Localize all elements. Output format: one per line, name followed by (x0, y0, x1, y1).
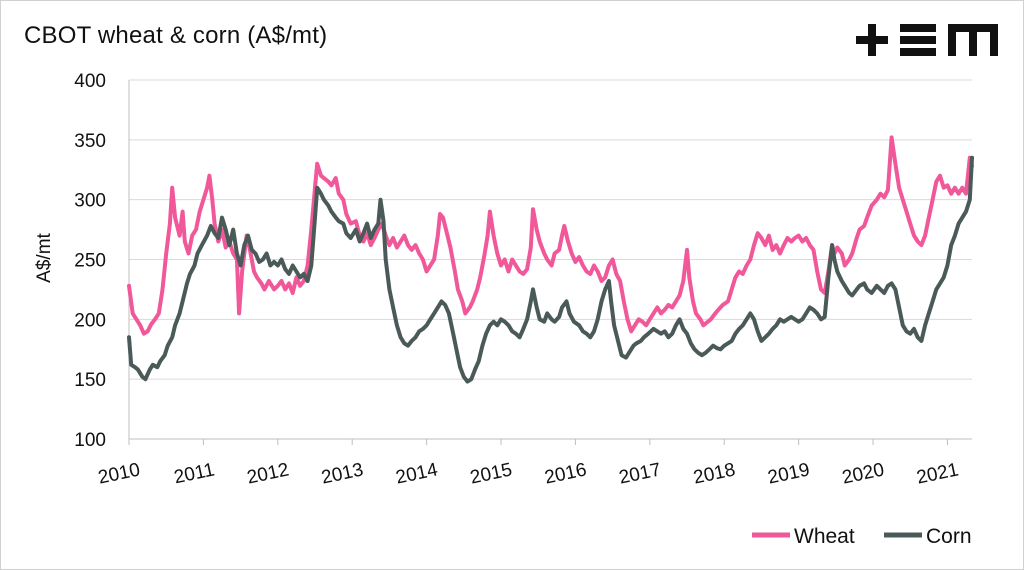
series-layer (127, 135, 974, 384)
series-line-corn (127, 155, 974, 384)
y-tick-labels: 100 150 200 250 300 350 400 (74, 71, 106, 451)
legend: Wheat Corn (752, 525, 972, 548)
x-tick-label: 2011 (172, 459, 216, 488)
y-tick-label: 250 (74, 251, 106, 272)
y-tick-label: 200 (74, 310, 106, 331)
x-tick-label: 2012 (245, 459, 291, 488)
x-tick-label: 2015 (468, 459, 514, 488)
series-line-wheat (127, 135, 974, 336)
y-tick-label: 300 (74, 191, 106, 212)
legend-label-wheat: Wheat (794, 525, 855, 548)
x-tick-label: 2014 (394, 459, 440, 488)
y-axis-label: A$/mt (34, 232, 55, 282)
y-tick-label: 150 (74, 370, 106, 391)
tem-logo (856, 24, 998, 56)
x-tick-label: 2017 (617, 459, 663, 488)
x-tick-label: 2018 (692, 459, 738, 488)
x-tick-label: 2019 (766, 459, 812, 488)
legend-label-corn: Corn (926, 525, 972, 548)
x-tick-label: 2021 (915, 459, 961, 488)
x-tick-labels: 2010 2011 2012 2013 2014 2015 2016 2017 2018 2019… (96, 459, 960, 488)
axes (128, 80, 972, 445)
x-tick-label: 2013 (320, 459, 366, 488)
y-tick-label: 100 (74, 430, 106, 451)
grid-lines (129, 79, 972, 380)
y-tick-label: 400 (74, 71, 106, 92)
chart-title: CBOT wheat & corn (A$/mt) (24, 22, 328, 49)
x-tick-label: 2010 (96, 459, 142, 488)
x-tick-label: 2020 (840, 459, 886, 488)
x-tick-label: 2016 (543, 459, 589, 488)
y-tick-label: 350 (74, 131, 106, 152)
